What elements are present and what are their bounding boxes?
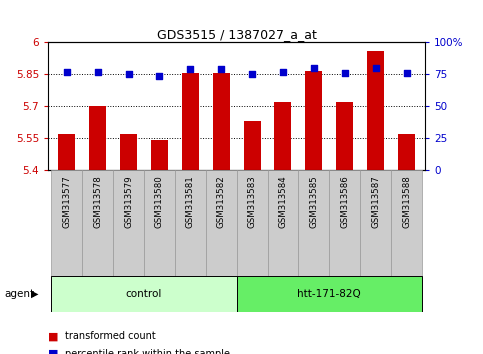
- Text: GSM313587: GSM313587: [371, 175, 380, 228]
- Text: ■: ■: [48, 331, 59, 341]
- Bar: [367, 51, 384, 170]
- Text: GSM313581: GSM313581: [186, 175, 195, 228]
- Text: GSM313580: GSM313580: [155, 175, 164, 228]
- Text: GSM313585: GSM313585: [310, 175, 318, 228]
- Bar: [305, 71, 322, 170]
- Point: [248, 72, 256, 77]
- Bar: [268, 170, 298, 276]
- Text: htt-171-82Q: htt-171-82Q: [298, 289, 361, 299]
- Text: ▶: ▶: [31, 289, 39, 299]
- Point: [217, 67, 225, 72]
- Text: percentile rank within the sample: percentile rank within the sample: [65, 349, 230, 354]
- Bar: [182, 73, 199, 170]
- Text: GSM313588: GSM313588: [402, 175, 411, 228]
- Point: [63, 69, 71, 75]
- Bar: [298, 170, 329, 276]
- Point: [156, 73, 163, 79]
- Text: GSM313578: GSM313578: [93, 175, 102, 228]
- Bar: [336, 102, 353, 170]
- Point: [310, 65, 318, 71]
- Bar: [274, 102, 291, 170]
- Text: GSM313583: GSM313583: [248, 175, 256, 228]
- Point: [186, 67, 194, 72]
- Text: control: control: [126, 289, 162, 299]
- Bar: [58, 134, 75, 170]
- Bar: [144, 170, 175, 276]
- Text: GSM313579: GSM313579: [124, 175, 133, 228]
- Text: GSM313586: GSM313586: [340, 175, 349, 228]
- Text: ■: ■: [48, 349, 59, 354]
- Bar: [151, 140, 168, 170]
- Bar: [398, 134, 415, 170]
- Bar: [360, 170, 391, 276]
- Text: agent: agent: [5, 289, 35, 299]
- Point: [341, 70, 349, 76]
- Bar: [391, 170, 422, 276]
- Text: GSM313584: GSM313584: [279, 175, 287, 228]
- Bar: [237, 170, 268, 276]
- Bar: [213, 73, 230, 170]
- Bar: [82, 170, 113, 276]
- Text: transformed count: transformed count: [65, 331, 156, 341]
- Text: GSM313582: GSM313582: [217, 175, 226, 228]
- Bar: [113, 170, 144, 276]
- Point: [403, 70, 411, 76]
- Bar: [175, 170, 206, 276]
- Point: [94, 69, 101, 75]
- Bar: [51, 276, 237, 312]
- Bar: [51, 170, 82, 276]
- Point: [279, 69, 287, 75]
- Bar: [120, 134, 137, 170]
- Bar: [329, 170, 360, 276]
- Bar: [237, 276, 422, 312]
- Bar: [243, 121, 261, 170]
- Text: GSM313577: GSM313577: [62, 175, 71, 228]
- Point: [125, 72, 132, 77]
- Bar: [206, 170, 237, 276]
- Title: GDS3515 / 1387027_a_at: GDS3515 / 1387027_a_at: [156, 28, 317, 41]
- Bar: [89, 106, 106, 170]
- Point: [372, 65, 380, 71]
